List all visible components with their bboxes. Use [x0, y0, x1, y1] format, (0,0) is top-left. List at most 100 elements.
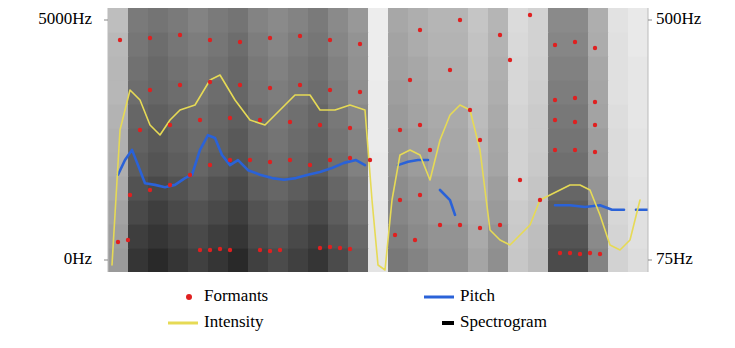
- spectrogram-cell: [508, 248, 529, 272]
- spectrogram-cell: [628, 176, 648, 201]
- spectrogram-cell: [388, 80, 409, 105]
- spectrogram-cell: [368, 152, 389, 177]
- spectrogram-cell: [628, 152, 648, 177]
- spectrogram-cell: [148, 224, 169, 249]
- spectrogram-cell: [348, 224, 369, 249]
- spectrogram-cell: [628, 104, 648, 129]
- legend-symbol: [186, 294, 192, 300]
- spectrogram-cell: [148, 200, 169, 225]
- spectrogram-cell: [428, 80, 449, 105]
- spectrogram-cell: [548, 8, 569, 33]
- spectrogram-cell: [568, 104, 589, 129]
- spectrogram-cell: [628, 128, 648, 153]
- spectrogram-cell: [628, 80, 648, 105]
- spectrogram-cell: [528, 224, 549, 249]
- spectrogram-cell: [508, 200, 529, 225]
- formant-point: [458, 223, 462, 227]
- spectrogram-cell: [188, 56, 209, 81]
- spectrogram-cell: [148, 152, 169, 177]
- spectrogram-cell: [148, 8, 169, 33]
- formant-point: [593, 100, 597, 104]
- formant-point: [368, 158, 372, 162]
- spectrogram-cell: [628, 8, 648, 33]
- spectrogram-cell: [248, 8, 269, 33]
- formant-point: [478, 138, 482, 142]
- formant-point: [198, 118, 202, 122]
- spectrogram-cell: [168, 200, 189, 225]
- formant-point: [438, 223, 442, 227]
- spectrogram-cell: [468, 200, 489, 225]
- spectrogram-cell: [368, 200, 389, 225]
- spectrogram-cell: [168, 56, 189, 81]
- spectrogram-cell: [488, 104, 509, 129]
- spectrogram-cell: [128, 224, 149, 249]
- legend-label: Spectrogram: [460, 312, 547, 331]
- spectrogram-cell: [388, 128, 409, 153]
- spectrogram-cell: [268, 248, 289, 272]
- spectrogram-cell: [288, 56, 309, 81]
- formant-point: [593, 123, 597, 127]
- spectrogram-cell: [628, 56, 648, 81]
- spectrogram-cell: [128, 104, 149, 129]
- formant-point: [288, 120, 292, 124]
- spectrogram-cell: [508, 32, 529, 57]
- spectrogram-cell: [508, 104, 529, 129]
- spectrogram-cell: [568, 200, 589, 225]
- spectrogram-cell: [388, 56, 409, 81]
- spectrogram-cell: [148, 56, 169, 81]
- formant-point: [228, 248, 232, 252]
- formant-point: [348, 247, 352, 251]
- spectrogram-cell: [288, 224, 309, 249]
- formant-point: [126, 238, 130, 242]
- spectrogram-cell: [328, 104, 349, 129]
- spectrogram-cell: [308, 8, 329, 33]
- legend-label: Formants: [204, 286, 268, 305]
- spectrogram-cell: [568, 8, 589, 33]
- formant-point: [348, 156, 352, 160]
- spectrogram-cell: [168, 224, 189, 249]
- spectrogram-cell: [408, 104, 429, 129]
- spectrogram-cell: [288, 200, 309, 225]
- spectrogram-cell: [128, 8, 149, 33]
- spectrogram-cell: [448, 176, 469, 201]
- spectrogram-cell: [608, 152, 629, 177]
- spectrogram-cell: [188, 248, 209, 272]
- spectrogram-cell: [288, 128, 309, 153]
- spectrogram-cell: [408, 80, 429, 105]
- formant-point: [408, 78, 412, 82]
- spectrogram-cell: [348, 80, 369, 105]
- spectrogram-cell: [568, 224, 589, 249]
- spectrogram-cell: [348, 176, 369, 201]
- spectrogram-cell: [568, 248, 589, 272]
- spectrogram-cell: [188, 200, 209, 225]
- spectrogram-cell: [328, 176, 349, 201]
- formant-point: [178, 33, 182, 37]
- spectrogram-cell: [408, 248, 429, 272]
- formant-point: [178, 83, 182, 87]
- spectrogram-cell: [208, 248, 229, 272]
- spectrogram-cell: [348, 56, 369, 81]
- spectrogram-cell: [308, 176, 329, 201]
- formant-point: [508, 58, 512, 62]
- formant-point: [118, 38, 122, 42]
- formant-point: [468, 108, 472, 112]
- formant-point: [418, 193, 422, 197]
- spectrogram-cell: [188, 176, 209, 201]
- spectrogram-cell: [248, 32, 269, 57]
- spectrogram-cell: [408, 8, 429, 33]
- spectrogram-cell: [608, 8, 629, 33]
- formant-point: [358, 42, 362, 46]
- plot-area: [108, 8, 648, 272]
- spectrogram-cell: [488, 200, 509, 225]
- y2-tick: [648, 20, 652, 21]
- spectrogram-cell: [308, 200, 329, 225]
- spectrogram-cell: [188, 224, 209, 249]
- legend-symbol: [168, 322, 198, 325]
- spectrogram-cell: [548, 128, 569, 153]
- formant-point: [168, 183, 172, 187]
- spectrogram-cell: [328, 8, 349, 33]
- spectrogram-cell: [568, 56, 589, 81]
- formant-point: [268, 86, 272, 90]
- spectrogram-cell: [128, 80, 149, 105]
- spectrogram-cell: [548, 104, 569, 129]
